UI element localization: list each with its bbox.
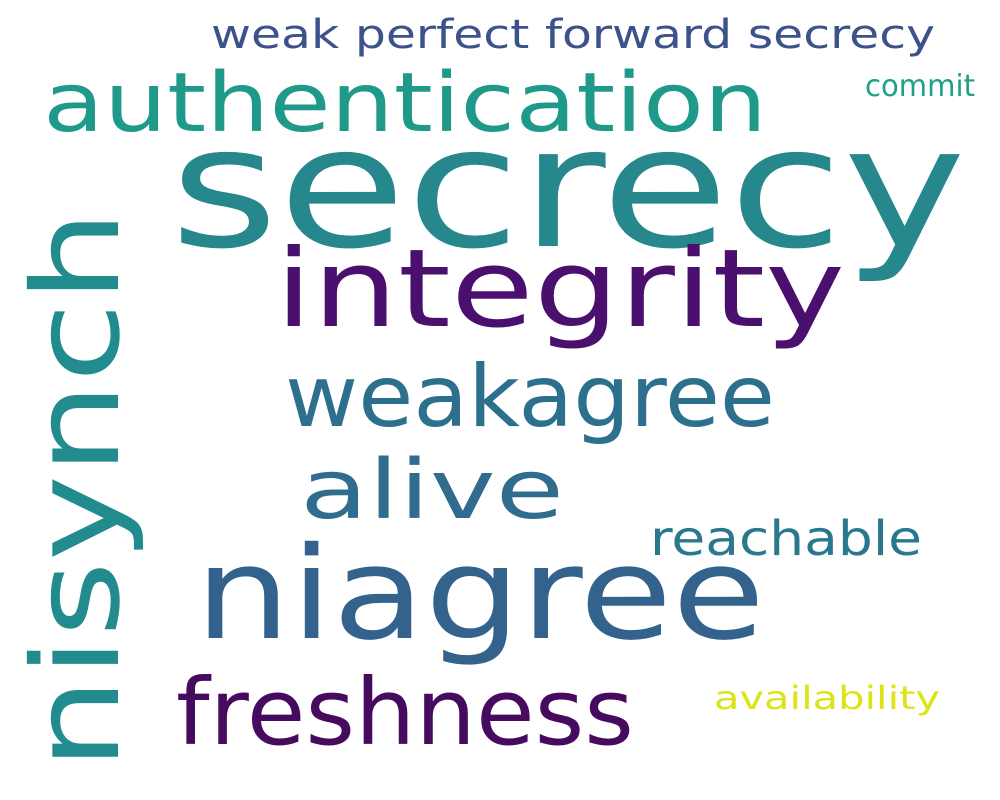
word-integrity: integrity (275, 227, 845, 352)
word-freshness: freshness (176, 659, 634, 766)
word-weakagree: weakagree (285, 347, 775, 447)
word-commit: commit (865, 69, 975, 104)
word-nisynch: nisynch (8, 210, 147, 770)
word-reachable: reachable (650, 511, 922, 567)
word-secrecy: secrecy (170, 90, 966, 286)
word-alive: alive (300, 443, 564, 538)
word-availability: availability (714, 679, 940, 717)
word-authentication: authentication (43, 56, 767, 151)
word-niagree: niagree (195, 520, 765, 669)
word-weak-perfect-forward-secrecy: weak perfect forward secrecy (211, 12, 935, 58)
